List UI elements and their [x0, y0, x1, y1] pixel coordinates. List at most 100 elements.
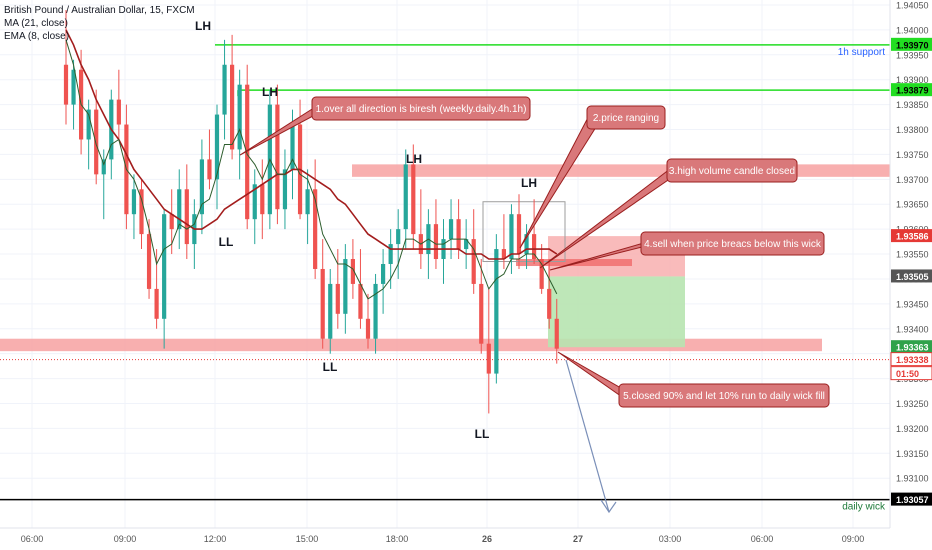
- price-label: 1.93363: [896, 343, 929, 353]
- candle-up: [177, 189, 182, 230]
- projection-arrowhead: [600, 499, 617, 514]
- time-axis[interactable]: 06:00 09:00 12:00 15:00 18:00 26 27 03:00 06:00 0…: [0, 527, 932, 550]
- candle-up: [86, 109, 91, 140]
- candle-down: [501, 249, 506, 260]
- note-1[interactable]: 1.over all direction is biresh (weekly.d…: [239, 96, 531, 156]
- note-3[interactable]: 3.high volume candle closed: [539, 158, 798, 269]
- candle-up: [464, 239, 469, 250]
- support-zone: [0, 338, 822, 352]
- candle-down: [146, 234, 152, 289]
- candle-up: [403, 164, 408, 230]
- candle-up: [509, 214, 514, 260]
- price-tick-label: 1.93950: [896, 50, 929, 60]
- time-axis-bg: [0, 528, 932, 550]
- note-2[interactable]: 2.price ranging: [519, 105, 666, 249]
- time-tick-label: 09:00: [842, 534, 865, 544]
- price-label: 1.93057: [896, 495, 929, 505]
- candle-up: [396, 229, 401, 245]
- candle-down: [411, 164, 416, 235]
- price-tick-label: 1.93750: [896, 150, 929, 160]
- candle-down: [433, 224, 439, 260]
- chart-legend: British Pound / Australian Dollar, 15, F…: [4, 4, 195, 43]
- time-tick-label: 18:00: [386, 534, 409, 544]
- callout-box: [666, 158, 798, 183]
- candle-down: [94, 109, 99, 175]
- candle-down: [116, 99, 121, 125]
- price-tick-label: 1.93200: [896, 424, 929, 434]
- swing-label-lh: LH: [262, 85, 278, 99]
- price-label-bg: [891, 83, 932, 97]
- time-tick-label: 06:00: [21, 534, 44, 544]
- annotations[interactable]: 1.over all direction is biresh (weekly.d…: [239, 96, 830, 408]
- candle-down: [154, 288, 159, 319]
- resistance-zone: [352, 164, 890, 177]
- callout-box: [586, 105, 666, 130]
- candle-down: [63, 64, 69, 105]
- price-label: 1.93586: [896, 232, 929, 242]
- price-label: 1.93338: [896, 355, 929, 365]
- callout-text: 4.sell when price breacs below this wick: [644, 239, 822, 250]
- ema-legend: EMA (8, close): [4, 31, 70, 42]
- price-tick-label: 1.93550: [896, 250, 929, 260]
- candle-up: [252, 184, 257, 220]
- candle-up: [328, 283, 333, 339]
- candle-up: [101, 159, 106, 175]
- candle-up: [448, 219, 454, 240]
- candle-down: [486, 343, 491, 374]
- take-profit-box: [548, 276, 685, 348]
- price-label: 01:50: [896, 369, 919, 379]
- note-5[interactable]: 5.closed 90% and let 10% run to daily wi…: [557, 351, 830, 408]
- level-label-1h-support: 1h support: [838, 47, 885, 58]
- price-tick-label: 1.94000: [896, 25, 929, 35]
- candle-up: [199, 159, 204, 215]
- price-label-bg: [891, 229, 932, 243]
- price-tick-label: 1.93650: [896, 200, 929, 210]
- level-label-daily-wick: daily wick: [842, 502, 886, 513]
- candle-down: [275, 104, 280, 210]
- candle-down: [320, 268, 325, 339]
- candle-down: [313, 189, 318, 269]
- candle-down: [358, 283, 363, 319]
- candle-down: [479, 283, 484, 344]
- candle-down: [169, 214, 174, 230]
- candle-down: [230, 64, 235, 150]
- price-tick-label: 1.94050: [896, 0, 929, 10]
- candle-down: [365, 318, 371, 339]
- candle-up: [214, 114, 220, 180]
- candle-down: [207, 159, 212, 180]
- price-label: 1.93879: [896, 86, 929, 96]
- candle-down: [554, 318, 559, 349]
- candle-up: [237, 84, 242, 150]
- candle-down: [184, 189, 189, 245]
- price-label-bg: [890, 366, 932, 381]
- ma-legend: MA (21, close): [4, 18, 68, 29]
- price-tick-label: 1.93700: [896, 175, 929, 185]
- price-tick-label: 1.93250: [896, 399, 929, 409]
- price-tick-label: 1.93800: [896, 125, 929, 135]
- price-axis[interactable]: 1.94050 1.94000 1.93950 1.93900 1.93850 1.938…: [889, 0, 932, 550]
- candle-down: [532, 234, 537, 260]
- callout-box: [640, 231, 825, 256]
- candle-down: [245, 84, 250, 220]
- callout-text: 2.price ranging: [593, 113, 659, 124]
- candle-down: [335, 283, 340, 314]
- price-label-bg: [891, 340, 932, 354]
- candle-down: [516, 214, 522, 255]
- candle-down: [350, 259, 355, 284]
- horizontal-levels: 1h support daily wick: [0, 44, 890, 513]
- time-tick-label: 03:00: [659, 534, 682, 544]
- candle-up: [162, 214, 167, 319]
- projection-arrow: [565, 359, 617, 514]
- swing-label-lh: LH: [521, 176, 537, 190]
- candle-up: [388, 244, 393, 264]
- symbol-title: British Pound / Australian Dollar, 15, F…: [4, 5, 195, 16]
- candle-down: [471, 239, 476, 284]
- candle-up: [290, 124, 295, 170]
- swing-labels: LH LH LH LH LL LL LL: [195, 19, 537, 441]
- price-tick-label: 1.93100: [896, 474, 929, 484]
- time-tick-label: 06:00: [751, 534, 774, 544]
- note-4[interactable]: 4.sell when price breacs below this wick: [549, 231, 825, 271]
- price-label-bg: [891, 37, 932, 51]
